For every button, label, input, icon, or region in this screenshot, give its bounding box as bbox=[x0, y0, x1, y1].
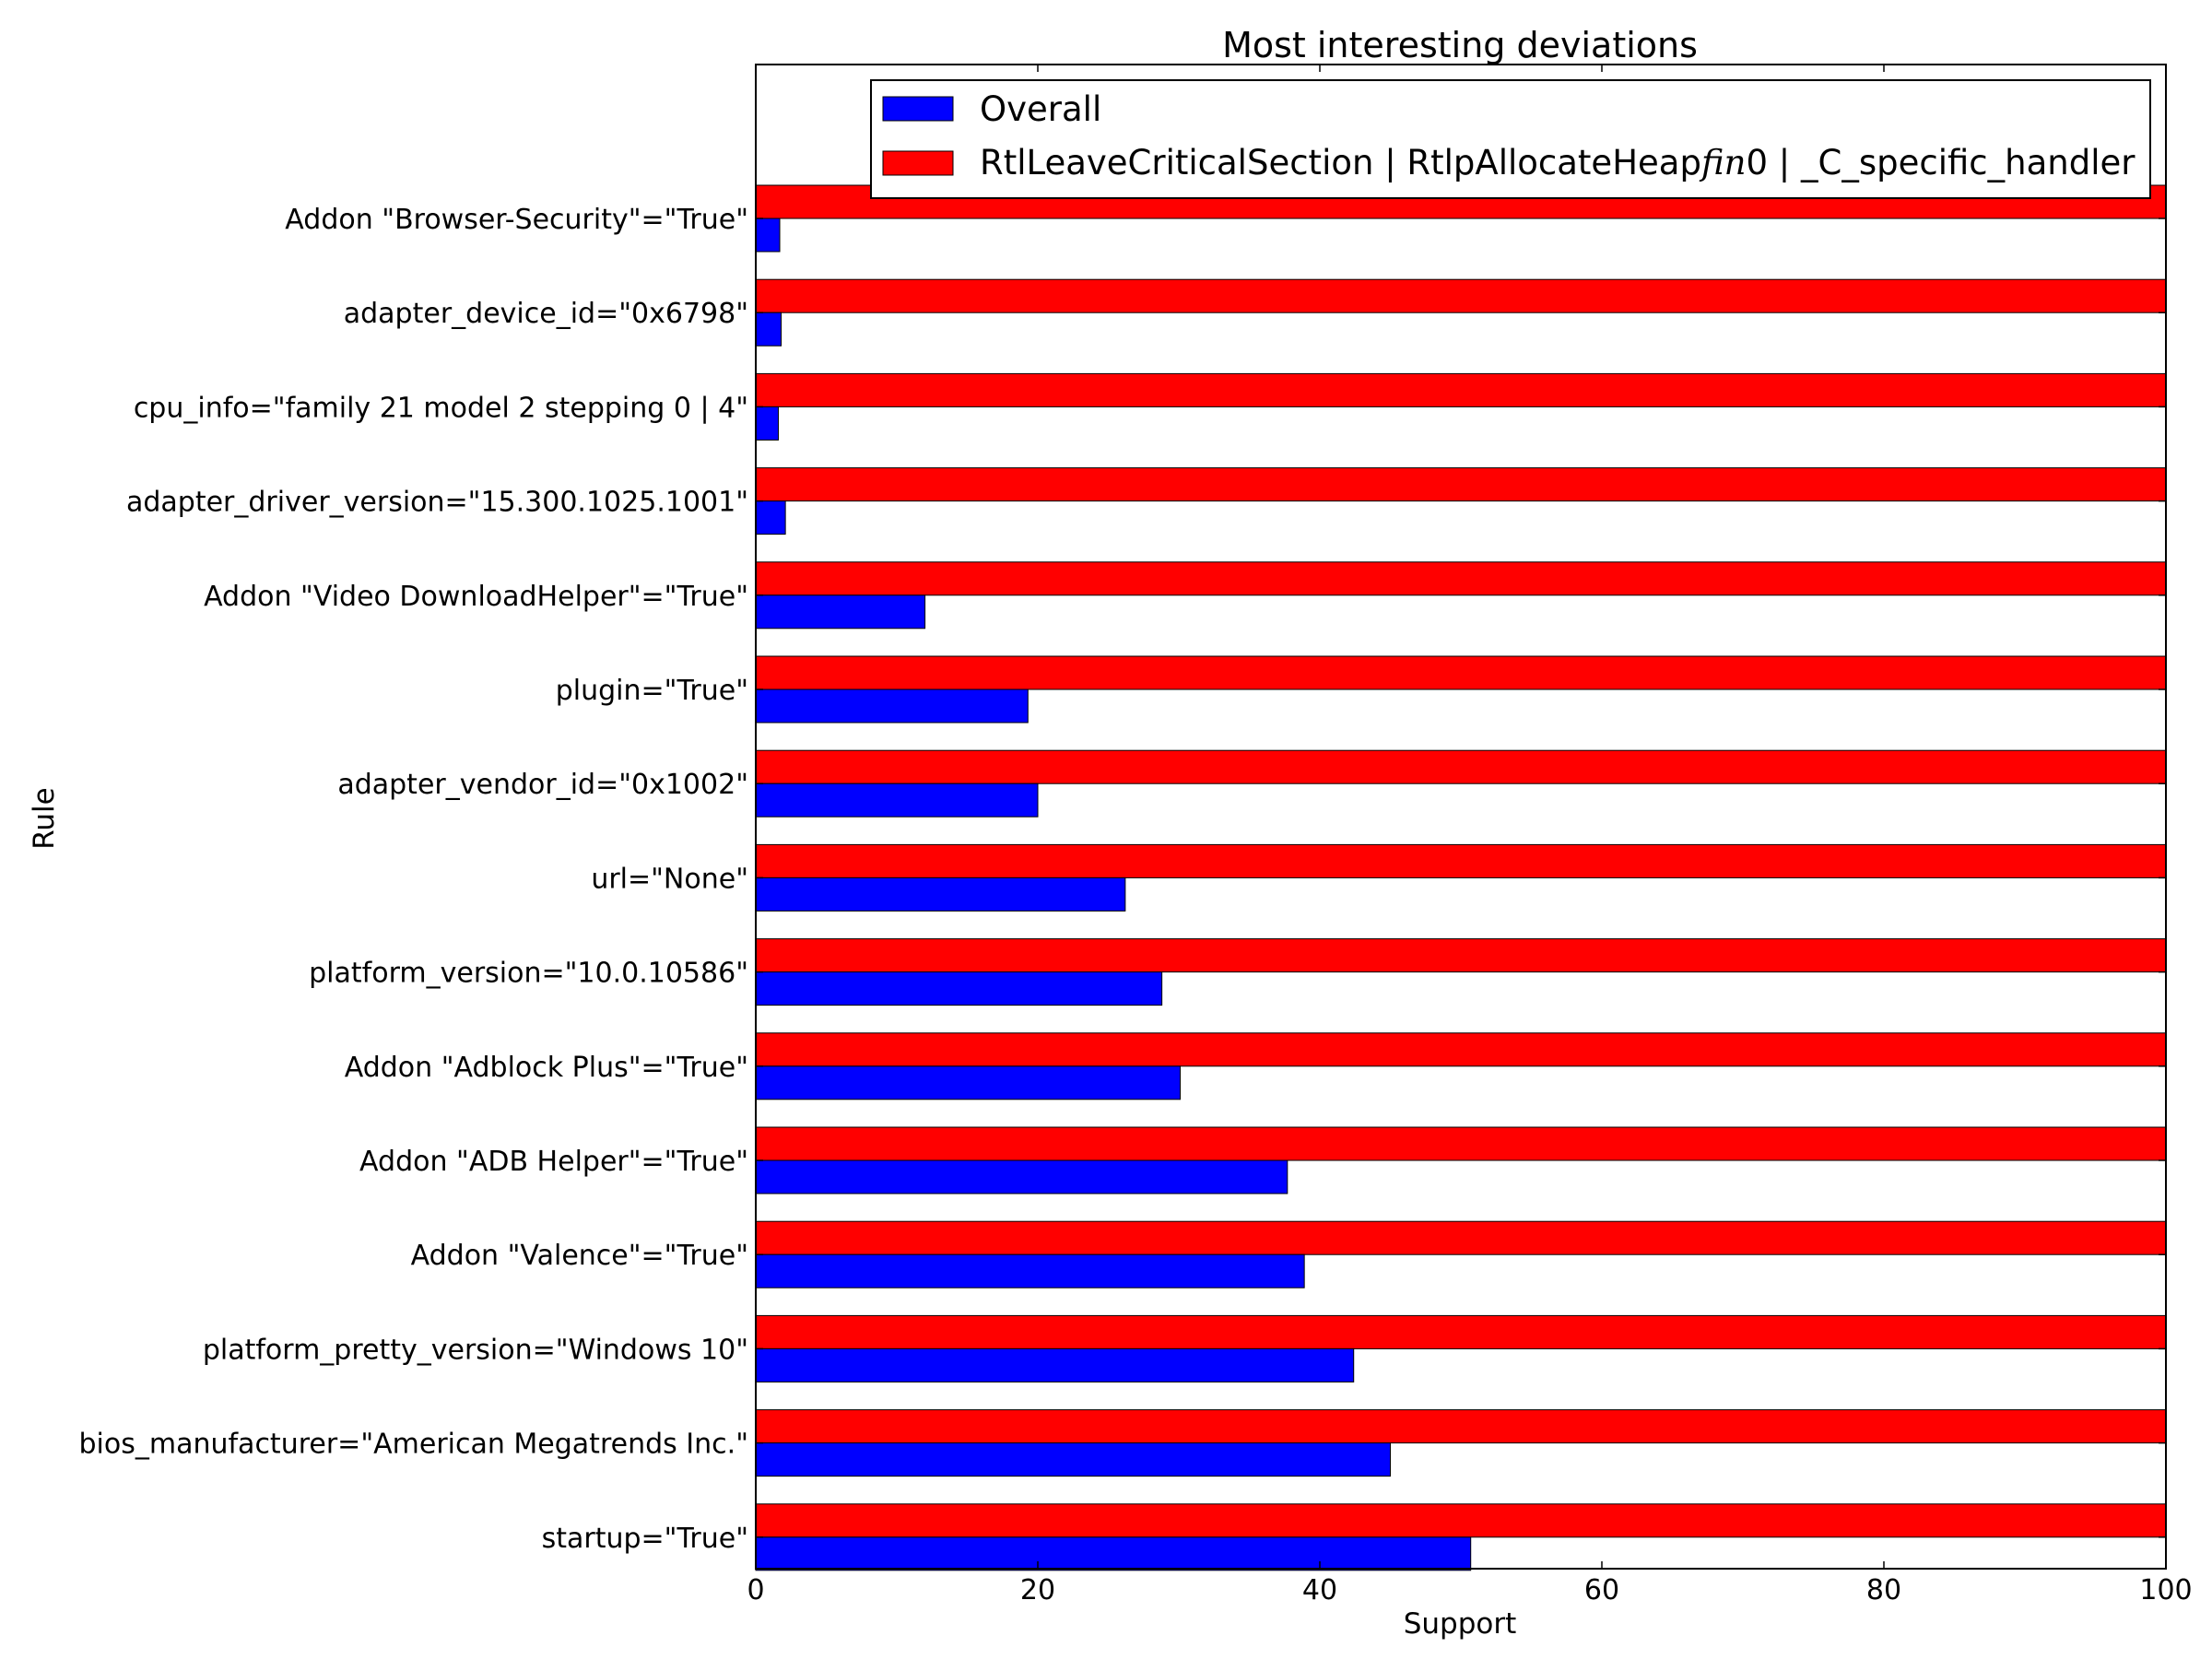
x-axis-ticks: 0 20 40 60 80 100 bbox=[747, 65, 2193, 1606]
bar-overall bbox=[755, 1253, 1305, 1288]
bar-rtl bbox=[755, 278, 2167, 313]
y-tick-label: adapter_vendor_id="0x1002" bbox=[337, 769, 748, 801]
bar-overall bbox=[755, 312, 782, 347]
x-tick-label: 60 bbox=[1584, 1574, 1619, 1606]
bar-rtl bbox=[755, 467, 2167, 502]
bar-rtl bbox=[755, 561, 2167, 596]
x-axis-label: Support bbox=[1404, 1607, 1517, 1641]
bar-overall bbox=[755, 218, 781, 253]
bar-rtl bbox=[755, 938, 2167, 973]
bar-overall bbox=[755, 500, 786, 535]
y-tick-label: Addon "Adblock Plus"="True" bbox=[345, 1052, 748, 1084]
bar-overall bbox=[755, 877, 1126, 912]
legend-swatch-overall bbox=[882, 96, 954, 122]
bar-overall bbox=[755, 1442, 1391, 1477]
bar-overall bbox=[755, 688, 1029, 724]
chart-title: Most interesting deviations bbox=[1222, 25, 1698, 65]
y-tick-label: url="None" bbox=[591, 863, 748, 895]
y-tick-label: bios_manufacturer="American Megatrends I… bbox=[79, 1429, 749, 1461]
bar-rtl bbox=[755, 1314, 2167, 1349]
y-tick-label: cpu_info="family 21 model 2 stepping 0 |… bbox=[134, 392, 748, 424]
legend: Overall RtlLeaveCriticalSection | RtlpAl… bbox=[870, 79, 2151, 199]
bar-rtl bbox=[755, 1409, 2167, 1444]
bar-rtl bbox=[755, 1032, 2167, 1067]
bar-overall bbox=[755, 782, 1039, 818]
bars-layer bbox=[755, 184, 2167, 1571]
legend-label-rtl-main: RtlLeaveCriticalSection | RtlpAllocateHe… bbox=[980, 143, 1701, 182]
x-tick-label: 40 bbox=[1302, 1574, 1337, 1606]
y-tick-label: plugin="True" bbox=[556, 675, 748, 707]
x-tick-label: 100 bbox=[2139, 1574, 2192, 1606]
y-tick-label: Addon "Valence"="True" bbox=[411, 1240, 748, 1272]
bar-overall bbox=[755, 1536, 1472, 1571]
bar-rtl bbox=[755, 843, 2167, 878]
y-axis-label: Rule bbox=[28, 787, 61, 849]
bar-rtl bbox=[755, 1126, 2167, 1161]
bar-rtl bbox=[755, 1503, 2167, 1538]
bar-overall bbox=[755, 406, 779, 441]
bar-overall bbox=[755, 1159, 1288, 1194]
bar-overall bbox=[755, 1065, 1182, 1100]
legend-box bbox=[870, 79, 2151, 199]
bar-overall bbox=[755, 1347, 1355, 1382]
x-tick-label: 20 bbox=[1020, 1574, 1055, 1606]
y-tick-label: startup="True" bbox=[542, 1523, 748, 1555]
plot-frame bbox=[755, 64, 2167, 1570]
y-tick-label: platform_version="10.0.10586" bbox=[309, 958, 748, 990]
legend-label-rtl-italic: fin bbox=[1699, 143, 1747, 182]
bar-overall bbox=[755, 594, 926, 629]
legend-label-rtl-suffix: 0 | _C_specific_handler bbox=[1746, 143, 2136, 182]
bar-overall bbox=[755, 971, 1163, 1006]
x-tick-label: 0 bbox=[747, 1574, 764, 1606]
legend-label-rtl: RtlLeaveCriticalSection | RtlpAllocateHe… bbox=[980, 143, 2136, 182]
bar-rtl bbox=[755, 655, 2167, 690]
y-tick-label: Addon "ADB Helper"="True" bbox=[359, 1146, 748, 1178]
y-tick-label: adapter_device_id="0x6798" bbox=[344, 298, 748, 330]
bar-rtl bbox=[755, 1220, 2167, 1255]
y-tick-label: adapter_driver_version="15.300.1025.1001… bbox=[126, 487, 748, 519]
legend-swatch-rtl bbox=[882, 150, 954, 176]
bar-rtl bbox=[755, 372, 2167, 407]
y-axis-category-labels: Addon "Browser-Security"="True" adapter_d… bbox=[79, 204, 2166, 1555]
y-tick-label: platform_pretty_version="Windows 10" bbox=[203, 1334, 748, 1366]
legend-label-overall: Overall bbox=[980, 89, 1101, 129]
y-tick-label: Addon "Video DownloadHelper"="True" bbox=[204, 581, 748, 613]
x-tick-label: 80 bbox=[1866, 1574, 1901, 1606]
bar-rtl bbox=[755, 749, 2167, 784]
y-tick-label: Addon "Browser-Security"="True" bbox=[285, 204, 748, 236]
